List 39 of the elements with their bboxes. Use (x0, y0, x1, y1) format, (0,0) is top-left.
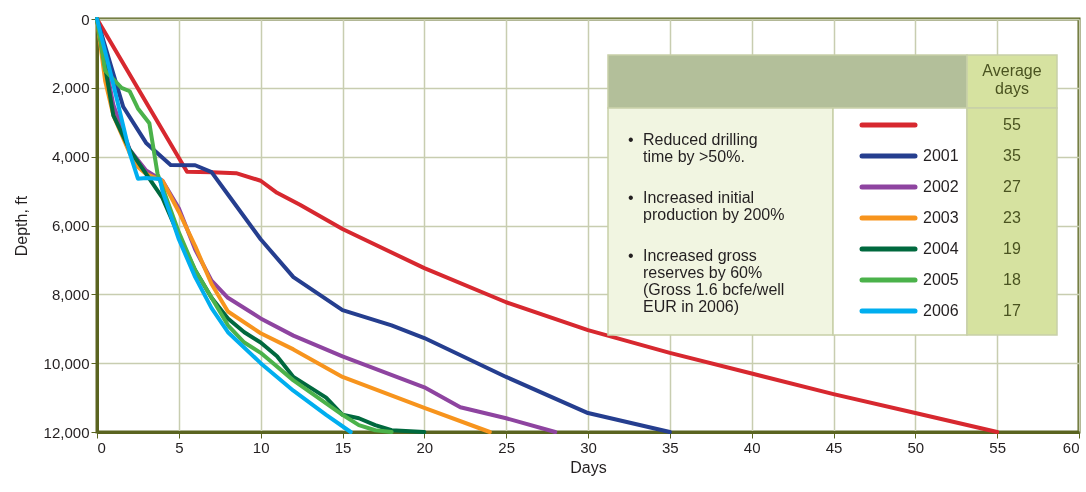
annotation: 55 (1003, 116, 1021, 133)
x-tick-label: 0 (97, 438, 106, 456)
y-tick-label: 2,000 (51, 79, 90, 97)
y-tick-label: 8,000 (51, 285, 90, 303)
annotation: 35 (1003, 147, 1021, 164)
y-tick-label: 4,000 (51, 148, 90, 166)
y-tick-label: 12,000 (43, 423, 90, 441)
legend-label: 2005 (923, 271, 959, 288)
legend-label: 2002 (923, 178, 959, 195)
x-tick-label: 30 (580, 438, 597, 456)
x-tick-label: 45 (825, 438, 843, 456)
x-tick-label: 55 (989, 438, 1007, 456)
x-tick-label: 40 (743, 438, 761, 456)
x-tick-label: 15 (334, 438, 352, 456)
annotation: 27 (1003, 178, 1021, 195)
x-tick-label: 60 (1062, 438, 1080, 456)
annotation: 18 (1003, 271, 1021, 288)
annotation: • Reduced drilling time by >50%. (628, 131, 758, 165)
annotation: 19 (1003, 240, 1021, 257)
y-tick-label: 10,000 (43, 354, 90, 372)
legend-label: 2006 (923, 302, 959, 319)
y-axis-title: Depth, ft (12, 195, 30, 257)
legend-label: 2003 (923, 209, 959, 226)
annotation: Average days (982, 62, 1042, 97)
y-tick-label: 0 (81, 10, 90, 28)
x-tick-label: 50 (907, 438, 925, 456)
x-axis-title: Days (570, 458, 607, 476)
x-tick-label: 5 (175, 438, 184, 456)
y-tick-label: 6,000 (51, 217, 90, 234)
legend-label: 2001 (923, 147, 959, 164)
annotation: 23 (1003, 209, 1021, 226)
x-tick-label: 35 (661, 438, 679, 456)
annotation: • Increased gross reserves by 60% (Gross 1.6 bcfe/well EUR in 2006) (628, 247, 785, 315)
annotation: • Increased initial production by 200% (628, 189, 785, 223)
legend-label: 2004 (923, 240, 959, 257)
annotation: 17 (1003, 302, 1021, 319)
x-tick-label: 10 (252, 438, 270, 456)
x-tick-label: 20 (416, 438, 434, 456)
x-tick-label: 25 (498, 438, 516, 456)
